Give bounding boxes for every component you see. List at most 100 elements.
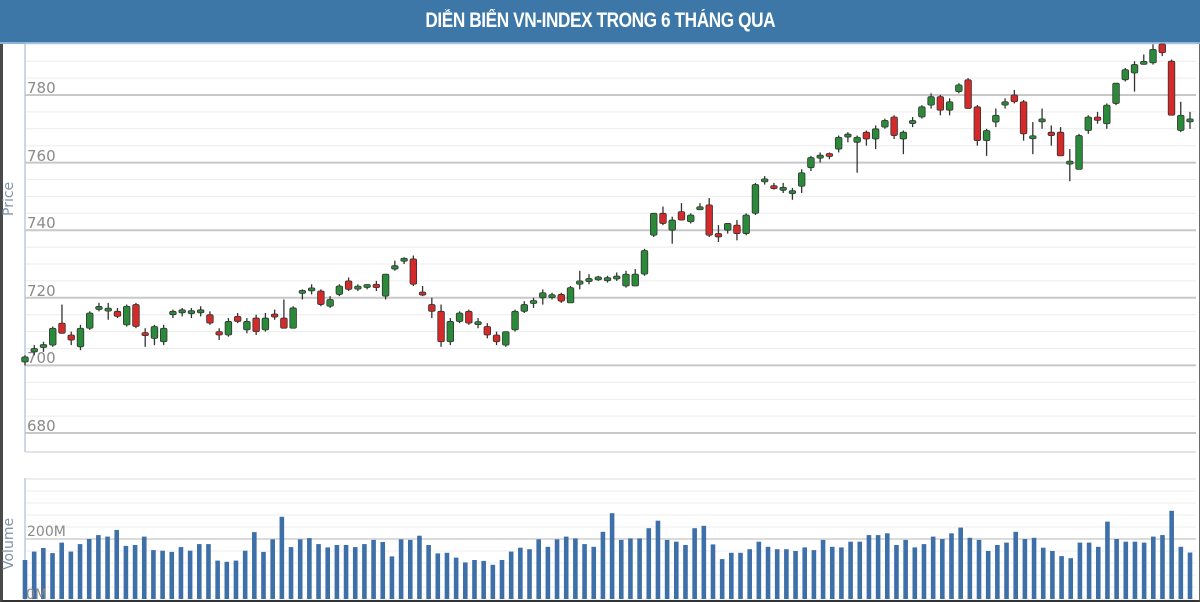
candle xyxy=(1140,54,1148,65)
volume-bar xyxy=(417,535,422,599)
volume-bar xyxy=(536,539,542,599)
volume-bar xyxy=(554,539,560,599)
chart-title: DIỄN BIẾN VN-INDEX TRONG 6 THÁNG QUA xyxy=(425,9,775,32)
candle-body-down xyxy=(825,153,834,157)
candle xyxy=(465,309,473,325)
volume-bar xyxy=(1077,542,1083,599)
candle xyxy=(76,324,85,351)
candle-body-up xyxy=(123,305,131,326)
candle xyxy=(751,182,760,215)
candle xyxy=(30,345,38,356)
candle-body-up xyxy=(945,101,954,111)
volume-bar xyxy=(839,547,844,599)
candle-body-up xyxy=(1121,69,1129,81)
volume-bar xyxy=(242,550,248,599)
candle-body-up xyxy=(529,300,538,304)
volume-bar xyxy=(582,544,587,599)
volume-bar xyxy=(600,531,606,599)
candle-body-up xyxy=(955,84,963,93)
candle-body-down xyxy=(483,326,492,336)
candle-body-up xyxy=(298,289,307,294)
volume-bar xyxy=(362,544,367,599)
price-grid xyxy=(25,43,1196,453)
candle-body-up xyxy=(576,280,584,285)
candle xyxy=(317,289,325,307)
candle xyxy=(687,213,695,224)
volume-bar xyxy=(206,544,211,599)
candle-body-up xyxy=(853,136,861,143)
candle xyxy=(955,83,963,94)
candle-body-up xyxy=(622,273,630,287)
candle-body-up xyxy=(650,212,658,236)
candle xyxy=(594,275,602,281)
candle xyxy=(1084,115,1092,134)
candle xyxy=(659,206,667,226)
candle-body-up xyxy=(326,299,334,307)
candle-body-down xyxy=(67,334,75,341)
candle xyxy=(723,223,732,234)
candle-body-down xyxy=(890,116,898,136)
candle-body-down xyxy=(1019,101,1028,135)
candle-body-up xyxy=(1038,118,1046,123)
candle-body-down xyxy=(714,233,723,238)
candle-body-up xyxy=(603,277,612,282)
volume-bar xyxy=(1022,539,1028,599)
volume-bar xyxy=(958,527,963,599)
candle xyxy=(770,182,778,190)
candle-body-down xyxy=(770,185,778,190)
candle xyxy=(298,289,307,300)
volume-bar xyxy=(609,513,615,599)
candle xyxy=(539,289,547,305)
candle xyxy=(585,274,593,285)
volume-bar xyxy=(1068,558,1074,599)
candle xyxy=(640,248,649,276)
candle-body-up xyxy=(261,317,270,331)
candle xyxy=(936,95,945,116)
volume-bar xyxy=(187,550,193,599)
candle xyxy=(159,324,168,346)
candle xyxy=(1121,67,1129,82)
candle-body-down xyxy=(58,322,66,334)
candle xyxy=(816,152,824,163)
candle-body-up xyxy=(548,294,556,299)
candle xyxy=(418,285,427,297)
volume-bar xyxy=(719,559,725,599)
candle-body-down xyxy=(344,280,353,290)
candle-body-up xyxy=(668,219,676,231)
candle xyxy=(918,105,926,119)
candle xyxy=(252,314,260,335)
candle-body-down xyxy=(141,332,149,337)
candle xyxy=(409,255,418,286)
volume-bar xyxy=(976,539,982,599)
volume-bar xyxy=(380,542,386,599)
volume-bar xyxy=(591,546,597,599)
volume-bar xyxy=(77,544,83,599)
candle xyxy=(871,125,880,150)
candle-body-down xyxy=(270,313,279,318)
volume-bar xyxy=(316,544,321,599)
candle xyxy=(104,302,112,320)
candle xyxy=(548,292,556,300)
candle xyxy=(834,135,843,153)
volume-bar xyxy=(407,539,413,599)
candle xyxy=(576,270,584,290)
volume-bar xyxy=(1031,537,1037,599)
volume-bar xyxy=(857,541,863,599)
volume-bar xyxy=(894,545,899,599)
candle xyxy=(326,296,334,308)
candle-body-up xyxy=(178,309,186,314)
volume-bar xyxy=(1013,531,1019,599)
volume-bar xyxy=(499,560,505,599)
volume-bar xyxy=(352,547,358,599)
candle-body-up xyxy=(631,273,639,287)
candle xyxy=(1010,89,1019,104)
volume-bar xyxy=(1105,521,1110,599)
candle-body-up xyxy=(881,119,889,128)
candle xyxy=(1056,127,1065,157)
candle-body-up xyxy=(21,356,29,363)
volume-bar xyxy=(738,552,743,599)
candle-body-up xyxy=(908,120,917,124)
candle xyxy=(363,284,371,290)
volume-bar xyxy=(297,539,303,599)
